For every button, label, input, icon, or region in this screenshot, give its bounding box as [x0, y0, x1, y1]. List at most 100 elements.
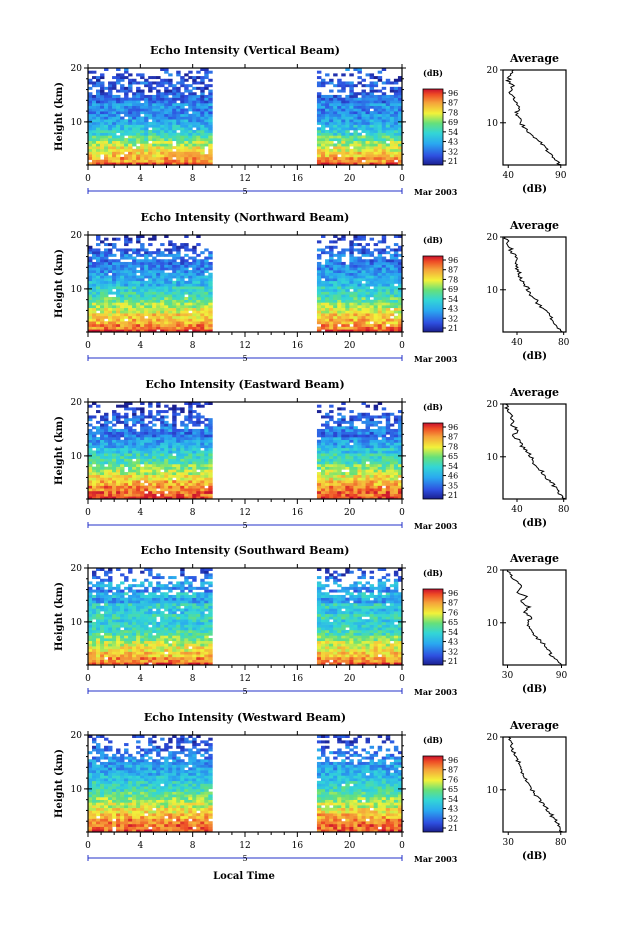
heatmap-cell — [362, 275, 366, 278]
heatmap-cell — [188, 319, 192, 322]
heatmap-cell — [112, 135, 116, 138]
heatmap-cell — [116, 448, 120, 451]
heatmap-cell — [184, 111, 188, 114]
heatmap-cell — [353, 456, 357, 459]
heatmap-cell — [152, 160, 156, 163]
heatmap-cell — [362, 95, 366, 98]
heatmap-cell — [192, 442, 196, 445]
heatmap-cell — [100, 418, 104, 421]
heatmap-cell — [136, 289, 140, 292]
heatmap-cell — [100, 262, 104, 265]
heatmap-cell — [337, 413, 341, 416]
heatmap-cell — [116, 141, 120, 144]
heatmap-cell — [204, 472, 208, 475]
heatmap-cell — [140, 410, 144, 413]
heatmap-cell — [112, 246, 116, 249]
heatmap-cell — [180, 486, 184, 489]
heatmap-cell — [96, 286, 100, 289]
heatmap-cell — [329, 106, 333, 109]
heatmap-cell — [116, 459, 120, 462]
heatmap-cell — [337, 281, 341, 284]
heatmap-cell — [378, 477, 382, 480]
heatmap-cell — [378, 117, 382, 120]
heatmap-cell — [100, 327, 104, 330]
heatmap-cell — [345, 319, 349, 322]
heatmap-cell — [140, 469, 144, 472]
heatmap-cell — [128, 135, 132, 138]
heatmap-cell — [394, 251, 398, 254]
heatmap-cell — [112, 149, 116, 152]
heatmap-cell — [96, 451, 100, 454]
heatmap-cell — [321, 100, 325, 103]
heatmap-cell — [394, 103, 398, 106]
heatmap-cell — [349, 292, 353, 295]
heatmap-cell — [152, 308, 156, 311]
heatmap-cell — [192, 275, 196, 278]
heatmap-cell — [88, 265, 92, 268]
heatmap-cell — [152, 467, 156, 470]
heatmap-cell — [329, 494, 333, 497]
heatmap-cell — [168, 100, 172, 103]
heatmap-cell — [164, 432, 168, 435]
heatmap-cell — [204, 278, 208, 281]
heatmap-cell — [140, 313, 144, 316]
heatmap-cell — [374, 469, 378, 472]
heatmap-cell — [390, 81, 394, 84]
heatmap-cell — [386, 302, 390, 305]
heatmap-cell — [382, 114, 386, 117]
heatmap-cell — [164, 480, 168, 483]
heatmap-cell — [128, 238, 132, 241]
heatmap-cell — [357, 135, 361, 138]
heatmap-cell — [357, 445, 361, 448]
heatmap-cell — [349, 267, 353, 270]
heatmap-cell — [370, 275, 374, 278]
heatmap-cell — [200, 319, 204, 322]
heatmap-cell — [172, 437, 176, 440]
heatmap-cell — [357, 138, 361, 141]
heatmap-cell — [329, 453, 333, 456]
heatmap-cell — [108, 141, 112, 144]
heatmap-cell — [321, 486, 325, 489]
heatmap-cell — [124, 488, 128, 491]
heatmap-cell — [353, 451, 357, 454]
heatmap-cell — [362, 486, 366, 489]
heatmap-cell — [188, 483, 192, 486]
heatmap-cell — [168, 467, 172, 470]
heatmap-cell — [156, 267, 160, 270]
heatmap-cell — [390, 313, 394, 316]
heatmap-cell — [204, 467, 208, 470]
heatmap-cell — [124, 426, 128, 429]
heatmap-cell — [386, 103, 390, 106]
heatmap-cell — [329, 122, 333, 125]
heatmap-cell — [366, 297, 370, 300]
heatmap-cell — [370, 437, 374, 440]
heatmap-cell — [362, 149, 366, 152]
heatmap-cell — [184, 456, 188, 459]
heatmap-cell — [88, 270, 92, 273]
heatmap-cell — [116, 275, 120, 278]
heatmap-cell — [96, 321, 100, 324]
heatmap-cell — [200, 119, 204, 122]
heatmap-cell — [362, 138, 366, 141]
heatmap-cell — [184, 432, 188, 435]
heatmap-cell — [120, 133, 124, 136]
heatmap-cell — [164, 437, 168, 440]
heatmap-cell — [378, 125, 382, 128]
heatmap-cell — [172, 154, 176, 157]
heatmap-cell — [120, 125, 124, 128]
heatmap-cell — [108, 483, 112, 486]
heatmap-cell — [390, 95, 394, 98]
heatmap-cell — [100, 73, 104, 76]
heatmap-cell — [128, 154, 132, 157]
heatmap-cell — [112, 292, 116, 295]
heatmap-cell — [180, 324, 184, 327]
heatmap-cell — [382, 251, 386, 254]
heatmap-cell — [366, 469, 370, 472]
heatmap-cell — [180, 461, 184, 464]
heatmap-cell — [144, 477, 148, 480]
heatmap-cell — [96, 257, 100, 260]
heatmap-cell — [88, 415, 92, 418]
heatmap-cell — [378, 248, 382, 251]
heatmap-cell — [108, 281, 112, 284]
heatmap-cell — [124, 418, 128, 421]
